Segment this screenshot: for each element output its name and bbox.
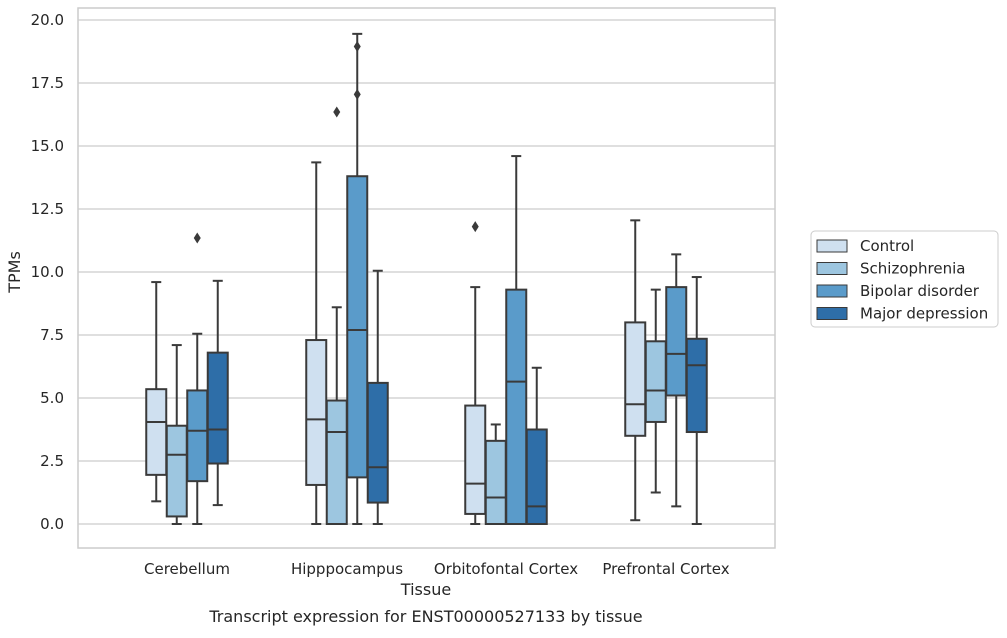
y-tick-label: 12.5 <box>31 200 64 218</box>
iqr-box <box>305 339 328 486</box>
y-tick-label: 5.0 <box>40 389 64 407</box>
box-control <box>624 219 647 522</box>
y-tick-label: 10.0 <box>31 263 64 281</box>
y-tick-label: 0.0 <box>40 515 64 533</box>
legend-label: Major depression <box>860 305 988 323</box>
x-tick-label: Orbitofontal Cortex <box>434 560 578 578</box>
y-tick-label: 17.5 <box>31 74 64 92</box>
box-schizophrenia <box>165 344 188 525</box>
box-schizophrenia <box>325 106 348 525</box>
box-series-group <box>145 32 708 526</box>
y-tick-label: 7.5 <box>40 326 64 344</box>
x-tick-label: Hipppocampus <box>291 560 403 578</box>
iqr-box <box>186 389 209 483</box>
iqr-box <box>346 175 369 479</box>
box-schizophrenia <box>484 423 507 525</box>
outlier-point <box>353 88 361 100</box>
outlier-point <box>471 221 479 233</box>
outlier-point <box>353 40 361 52</box>
box-bipolar-disorder <box>186 232 209 525</box>
iqr-box <box>464 404 487 515</box>
legend-swatch <box>816 307 848 320</box>
outlier-point <box>333 106 341 118</box>
box-control <box>305 161 328 525</box>
legend-frame <box>810 230 999 328</box>
box-control <box>145 281 168 503</box>
legend-swatch <box>816 284 848 298</box>
iqr-box <box>366 381 389 504</box>
iqr-box <box>525 428 548 525</box>
legend-label: Bipolar disorder <box>860 282 980 300</box>
y-tick-label: 15.0 <box>31 137 64 155</box>
box-major-depression <box>206 279 229 507</box>
iqr-box <box>206 351 229 465</box>
x-axis-title: Tissue <box>400 580 451 599</box>
iqr-box <box>624 321 647 437</box>
iqr-box <box>665 286 688 397</box>
y-axis-title: TPMs <box>5 251 24 294</box>
box-bipolar-disorder <box>665 253 688 508</box>
iqr-box <box>145 388 168 476</box>
legend-swatch <box>816 239 848 253</box>
iqr-box <box>505 288 528 526</box>
legend-label: Control <box>860 237 914 255</box>
plot-area-frame <box>77 7 776 549</box>
y-axis-ticks: 0.0 2.5 5.0 7.5 10.0 12.5 15.0 17.5 20.0 <box>31 11 64 533</box>
box-major-depression <box>525 366 548 525</box>
box-major-depression <box>366 269 389 525</box>
y-tick-label: 20.0 <box>31 11 64 29</box>
box-control <box>464 221 487 525</box>
outlier-point <box>193 232 201 244</box>
iqr-box <box>484 439 507 525</box>
x-axis-ticks: Cerebellum Hipppocampus Orbitofontal Corte… <box>144 560 730 578</box>
iqr-box <box>165 424 188 518</box>
chart-caption: Transcript expression for ENST0000052713… <box>208 607 642 626</box>
x-tick-label: Prefrontal Cortex <box>602 560 729 578</box>
y-tick-label: 2.5 <box>40 452 64 470</box>
legend: Control Schizophrenia Bipolar disorder Majo… <box>810 230 999 328</box>
iqr-box <box>685 337 708 434</box>
iqr-box <box>644 340 667 423</box>
box-bipolar-disorder <box>505 155 528 526</box>
x-tick-label: Cerebellum <box>144 560 230 578</box>
iqr-box <box>325 399 348 525</box>
box-bipolar-disorder <box>346 32 369 525</box>
box-schizophrenia <box>644 288 667 494</box>
box-major-depression <box>685 276 708 525</box>
legend-label: Schizophrenia <box>860 260 965 278</box>
legend-swatch <box>816 262 848 275</box>
